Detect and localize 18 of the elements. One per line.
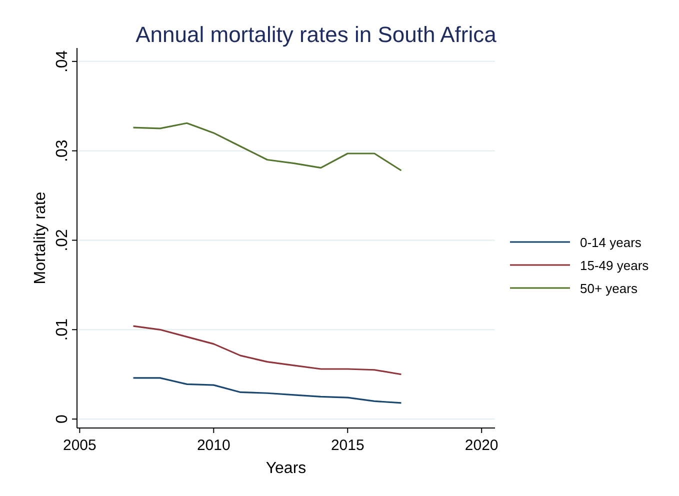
y-tick-label: .03 — [54, 140, 71, 162]
legend-label: 50+ years — [580, 281, 638, 296]
chart-title: Annual mortality rates in South Africa — [136, 22, 498, 47]
x-tick-label: 2005 — [62, 437, 96, 454]
x-tick-label: 2020 — [464, 437, 498, 454]
y-tick-label: .02 — [54, 229, 71, 252]
legend-label: 0-14 years — [580, 235, 642, 250]
y-tick-label: 0 — [54, 414, 71, 424]
line-series — [132, 325, 402, 376]
y-tick-label: .01 — [54, 318, 71, 341]
legend-label: 15-49 years — [580, 258, 650, 273]
x-axis-title: Years — [266, 460, 306, 477]
y-tick-label: .04 — [54, 50, 71, 73]
line-series — [132, 377, 402, 404]
line-series — [132, 122, 402, 172]
y-axis-title: Mortality rate — [32, 192, 49, 284]
x-tick-label: 2010 — [196, 437, 230, 454]
x-tick-label: 2015 — [330, 437, 364, 454]
